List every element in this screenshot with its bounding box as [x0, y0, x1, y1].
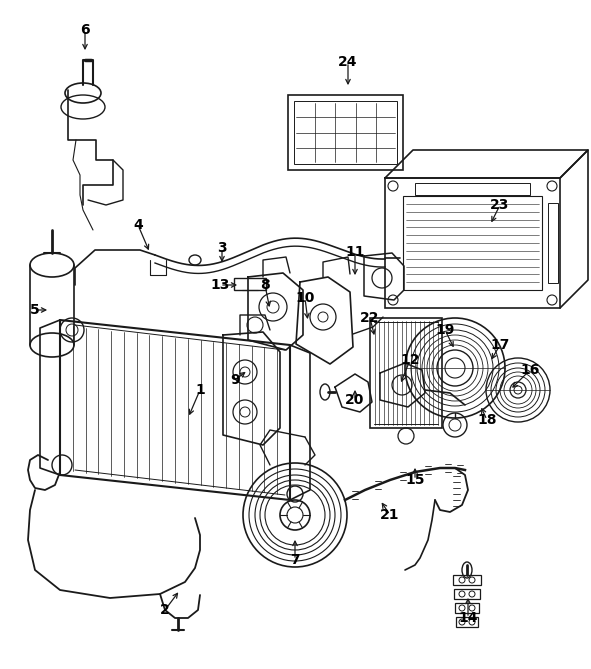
Text: 1: 1: [195, 383, 205, 397]
Text: 7: 7: [290, 553, 300, 567]
Text: 5: 5: [30, 303, 40, 317]
Text: 2: 2: [160, 603, 170, 617]
Text: 15: 15: [405, 473, 425, 487]
Text: 24: 24: [338, 55, 358, 69]
Bar: [370, 318, 442, 428]
Bar: [455, 603, 479, 613]
Text: 3: 3: [217, 241, 227, 255]
Text: 13: 13: [210, 278, 230, 292]
Text: 4: 4: [133, 218, 143, 232]
Text: 21: 21: [380, 508, 400, 522]
Text: 16: 16: [520, 363, 540, 377]
Text: 18: 18: [478, 413, 497, 427]
Bar: [548, 203, 558, 283]
Text: 22: 22: [361, 311, 380, 325]
Text: 11: 11: [345, 245, 365, 259]
Text: 6: 6: [80, 23, 90, 37]
Bar: [403, 196, 542, 290]
Text: 17: 17: [491, 338, 509, 352]
Bar: [288, 95, 403, 170]
Text: 8: 8: [260, 278, 270, 292]
Bar: [415, 183, 530, 195]
Text: 14: 14: [458, 611, 478, 625]
Bar: [456, 617, 478, 627]
Bar: [453, 575, 481, 585]
Bar: [294, 101, 397, 164]
Text: 12: 12: [400, 353, 420, 367]
Bar: [234, 278, 266, 290]
Bar: [454, 589, 480, 599]
Text: 20: 20: [345, 393, 365, 407]
Text: 9: 9: [230, 373, 240, 387]
Text: 10: 10: [296, 291, 314, 305]
Text: 19: 19: [436, 323, 454, 337]
Text: 23: 23: [491, 198, 509, 212]
Bar: [385, 178, 560, 308]
